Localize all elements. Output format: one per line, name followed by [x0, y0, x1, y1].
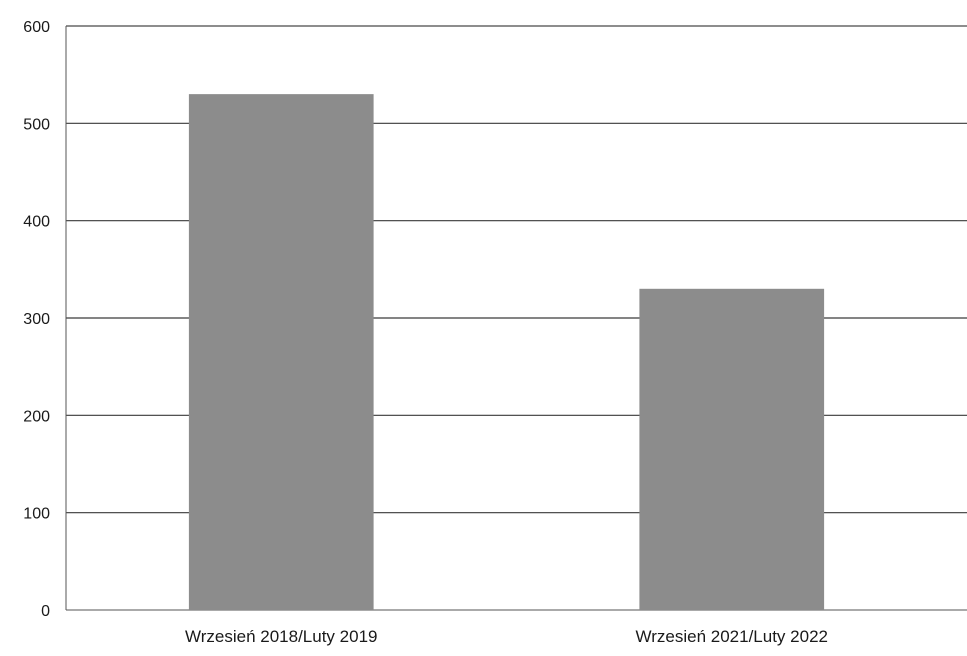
y-tick-label: 600 — [23, 19, 50, 36]
y-tick-label: 500 — [23, 116, 50, 133]
x-category-labels: Wrzesień 2018/Luty 2019 Wrzesień 2021/Lut… — [185, 627, 828, 646]
y-tick-label: 300 — [23, 311, 50, 328]
y-tick-label: 200 — [23, 408, 50, 425]
bars — [188, 94, 825, 611]
bar — [188, 94, 374, 611]
x-category-label: Wrzesień 2021/Luty 2022 — [636, 627, 828, 646]
y-tick-labels: 0 100 200 300 400 500 600 — [23, 19, 50, 620]
bar — [639, 288, 825, 610]
x-category-label: Wrzesień 2018/Luty 2019 — [185, 627, 377, 646]
y-tick-label: 100 — [23, 506, 50, 523]
y-tick-label: 400 — [23, 214, 50, 231]
y-tick-label: 0 — [41, 603, 50, 620]
